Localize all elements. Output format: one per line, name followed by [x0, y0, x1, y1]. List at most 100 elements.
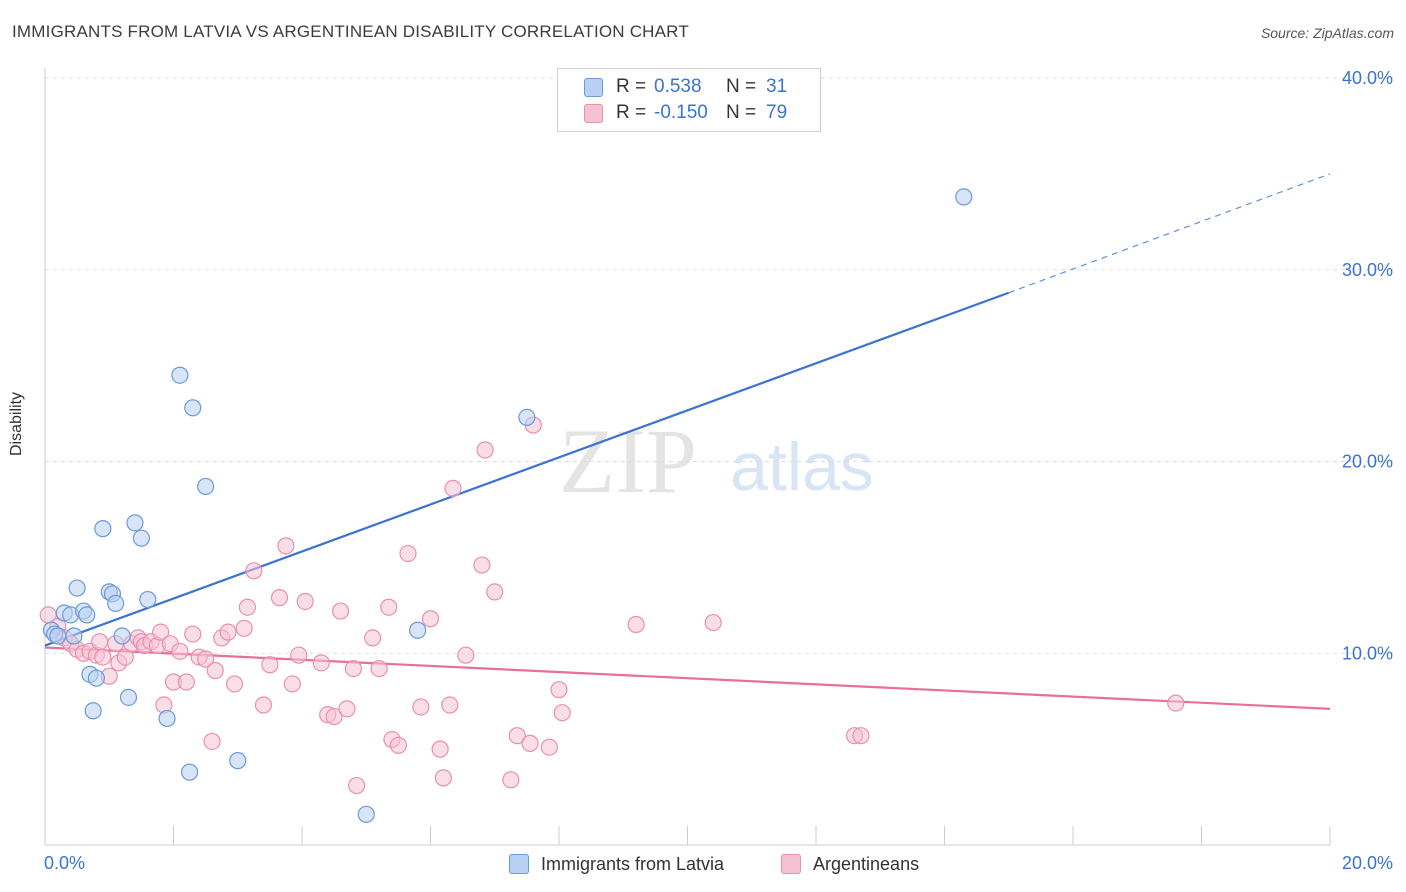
bottom-legend-swatch-pink — [781, 854, 801, 874]
watermark-zip: ZIP — [559, 410, 697, 512]
legend-box: R = 0.538 N = 31 R = -0.150 N = 79 — [557, 68, 821, 132]
latvia-point — [107, 594, 125, 612]
argentinean-point — [225, 675, 244, 693]
latvia-point — [49, 627, 67, 645]
argentinean-point — [91, 633, 109, 651]
latvia-point — [68, 579, 86, 597]
latvia-point — [171, 366, 189, 384]
y-tick-label: 20.0% — [1342, 452, 1393, 472]
argentinean-point — [206, 661, 224, 680]
argentinean-point — [457, 646, 475, 664]
argentinean-point — [421, 610, 440, 628]
bottom-legend-label: Immigrants from Latvia — [541, 853, 725, 874]
latvia-point — [197, 477, 215, 496]
argentinean-point — [277, 537, 295, 555]
argentinean-point — [364, 629, 382, 647]
trend-lines — [44, 173, 1331, 710]
y-tick-label: 40.0% — [1342, 68, 1393, 88]
argentinean-point — [245, 562, 263, 580]
latvia-point — [87, 669, 106, 687]
y-axis-title: Disability — [8, 391, 25, 456]
bottom-legend-label: Argentineans — [813, 853, 920, 874]
argentinean-point — [94, 648, 112, 666]
argentinean-point — [399, 544, 417, 563]
latvia-point — [78, 606, 96, 624]
argentinean-point — [270, 589, 289, 607]
axes — [44, 68, 1331, 846]
latvia-point — [158, 709, 176, 728]
argentinean-point — [152, 623, 170, 641]
bottom-legend-swatch-blue — [509, 854, 529, 874]
argentinean-trend-line — [44, 646, 1331, 710]
legend-n-value: 31 — [766, 76, 788, 97]
argentinean-point — [184, 625, 202, 643]
argentinean-point — [325, 707, 343, 726]
argentinean-point — [177, 673, 195, 691]
latvia-point — [84, 702, 102, 720]
latvia-point — [132, 529, 150, 547]
argentinean-point — [331, 602, 350, 620]
argentinean-point — [312, 654, 330, 672]
legend-n-label: N = — [726, 76, 757, 97]
argentinean-point — [238, 598, 256, 616]
y-tick-label: 10.0% — [1342, 643, 1393, 663]
data-points — [39, 188, 1185, 823]
legend-row-argentineans: R = -0.150 N = 79 — [584, 101, 787, 125]
latvia-point — [518, 408, 536, 426]
legend-row-latvia: R = 0.538 N = 31 — [584, 75, 787, 99]
source-label: Source: ZipAtlas.com — [1260, 25, 1394, 41]
legend-r-value: 0.538 — [654, 76, 702, 97]
argentinean-point — [852, 727, 870, 745]
legend-r-label: R = — [616, 102, 647, 123]
argentinean-point — [486, 583, 504, 601]
argentinean-point — [197, 650, 215, 668]
argentinean-point — [348, 776, 366, 795]
argentinean-point — [553, 704, 571, 722]
latvia-point — [229, 752, 247, 770]
argentinean-point — [431, 740, 449, 758]
latvia-point — [184, 399, 202, 417]
y-tick-label: 30.0% — [1342, 260, 1393, 280]
latvia-trend-line — [44, 291, 1010, 647]
argentinean-point — [203, 732, 221, 751]
legend-swatch-pink — [584, 103, 603, 123]
latvia-point — [357, 805, 375, 823]
argentinean-point — [412, 698, 430, 716]
bottom-legend-argentineans: Argentineans — [781, 852, 919, 876]
argentinean-point — [370, 659, 388, 678]
latvia-point — [65, 627, 83, 645]
argentinean-point — [508, 727, 526, 745]
argentinean-point — [380, 598, 398, 616]
argentinean-point — [296, 592, 314, 611]
argentinean-point — [344, 659, 362, 678]
latvia-point — [113, 627, 131, 645]
x-tick-label: 0.0% — [44, 853, 85, 873]
argentinean-point — [627, 615, 645, 634]
argentinean-point — [473, 556, 491, 574]
argentinean-point — [254, 696, 273, 714]
watermark-atlas: atlas — [730, 429, 874, 505]
argentinean-point — [502, 771, 520, 789]
chart-title: IMMIGRANTS FROM LATVIA VS ARGENTINEAN DI… — [12, 22, 689, 41]
argentinean-point — [1167, 694, 1185, 712]
argentinean-point — [389, 736, 407, 754]
argentinean-point — [540, 738, 558, 756]
argentinean-point — [704, 613, 722, 632]
latvia-point — [955, 188, 973, 206]
legend-r-label: R = — [616, 76, 647, 97]
latvia-point — [139, 590, 157, 609]
argentinean-point — [550, 681, 568, 699]
legend-n-label: N = — [726, 102, 757, 123]
legend-n-value: 79 — [766, 102, 788, 123]
argentinean-point — [434, 769, 452, 787]
argentinean-point — [283, 675, 301, 693]
latvia-point — [180, 763, 199, 781]
x-tick-label: 20.0% — [1342, 853, 1393, 873]
argentinean-point — [219, 623, 237, 641]
argentinean-point — [235, 619, 253, 637]
argentinean-point — [476, 441, 494, 459]
argentinean-point — [441, 696, 459, 714]
argentinean-point — [290, 646, 308, 664]
legend-swatch-blue — [584, 77, 603, 97]
